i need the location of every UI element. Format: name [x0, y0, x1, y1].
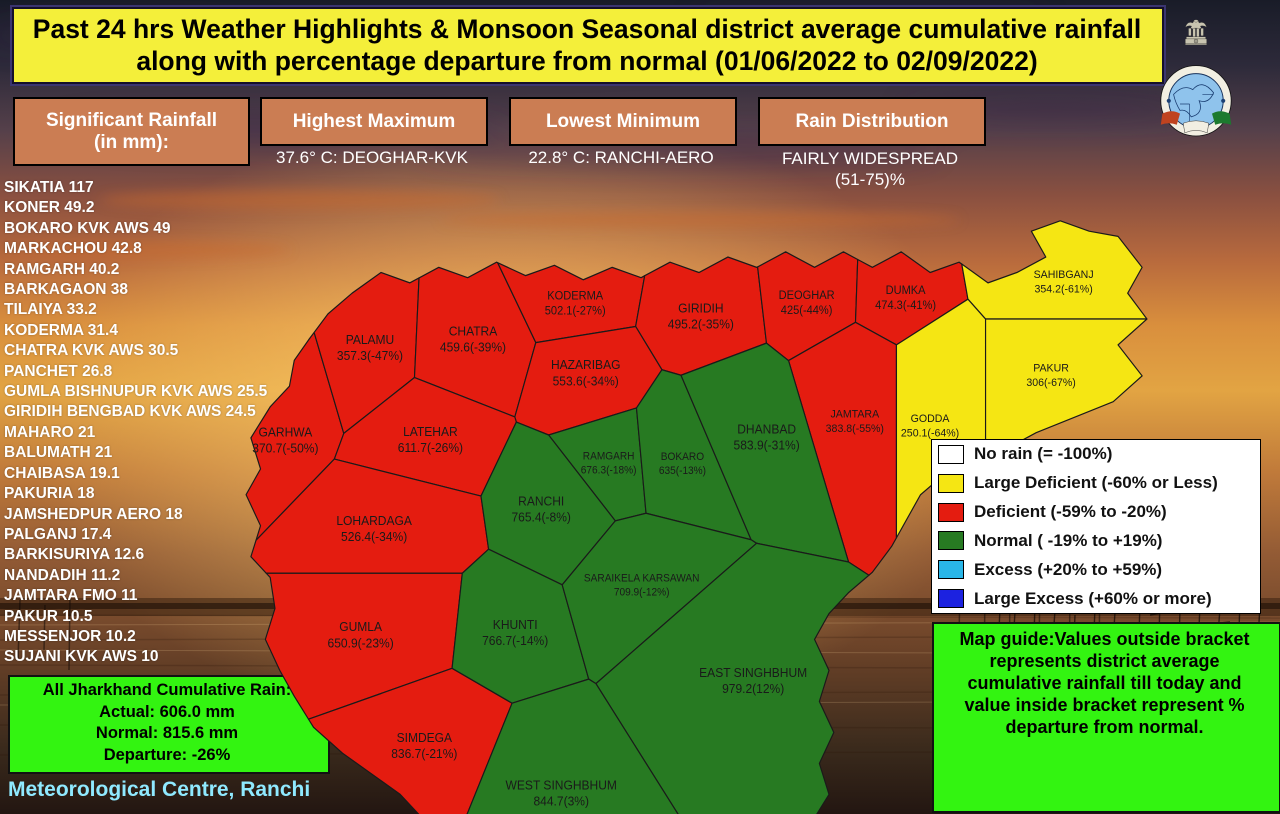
svg-text:306(-67%): 306(-67%): [1026, 377, 1075, 389]
svg-text:766.7(-14%): 766.7(-14%): [482, 634, 548, 648]
svg-text:676.3(-18%): 676.3(-18%): [581, 465, 637, 476]
svg-text:LATEHAR: LATEHAR: [403, 425, 458, 439]
svg-text:RANCHI: RANCHI: [518, 494, 564, 508]
svg-text:979.2(12%): 979.2(12%): [722, 682, 784, 696]
svg-text:DHANBAD: DHANBAD: [737, 422, 796, 436]
svg-text:635(-13%): 635(-13%): [659, 466, 706, 477]
svg-text:370.7(-50%): 370.7(-50%): [252, 441, 318, 455]
svg-text:HAZARIBAG: HAZARIBAG: [551, 358, 620, 372]
svg-text:JAMTARA: JAMTARA: [830, 408, 879, 420]
svg-text:383.8(-55%): 383.8(-55%): [826, 423, 884, 435]
svg-text:EAST SINGHBHUM: EAST SINGHBHUM: [699, 666, 807, 680]
svg-text:DUMKA: DUMKA: [886, 285, 926, 297]
svg-text:DEOGHAR: DEOGHAR: [779, 290, 835, 302]
svg-text:GIRIDIH: GIRIDIH: [678, 301, 723, 315]
svg-text:495.2(-35%): 495.2(-35%): [668, 317, 734, 331]
svg-text:KODERMA: KODERMA: [547, 290, 603, 302]
svg-text:357.3(-47%): 357.3(-47%): [337, 348, 403, 362]
svg-text:BOKARO: BOKARO: [661, 452, 704, 463]
svg-text:553.6(-34%): 553.6(-34%): [553, 374, 619, 388]
svg-text:SAHIBGANJ: SAHIBGANJ: [1034, 269, 1094, 281]
svg-text:765.4(-8%): 765.4(-8%): [511, 510, 570, 524]
svg-text:650.9(-23%): 650.9(-23%): [328, 636, 394, 650]
svg-text:354.2(-61%): 354.2(-61%): [1034, 283, 1092, 295]
svg-text:KHUNTI: KHUNTI: [493, 618, 538, 632]
svg-text:GUMLA: GUMLA: [339, 620, 382, 634]
svg-text:PALAMU: PALAMU: [346, 332, 395, 346]
svg-text:SIMDEGA: SIMDEGA: [397, 731, 453, 745]
svg-text:LOHARDAGA: LOHARDAGA: [336, 513, 412, 527]
svg-text:GODDA: GODDA: [911, 413, 950, 425]
svg-text:PAKUR: PAKUR: [1033, 362, 1069, 374]
svg-text:SARAIKELA KARSAWAN: SARAIKELA KARSAWAN: [584, 573, 700, 584]
svg-text:611.7(-26%): 611.7(-26%): [398, 441, 463, 455]
svg-text:425(-44%): 425(-44%): [781, 305, 833, 317]
svg-text:709.9(-12%): 709.9(-12%): [614, 587, 670, 598]
svg-text:250.1(-64%): 250.1(-64%): [901, 427, 959, 439]
svg-text:459.6(-39%): 459.6(-39%): [440, 340, 506, 354]
svg-text:583.9(-31%): 583.9(-31%): [734, 438, 800, 452]
svg-text:844.7(3%): 844.7(3%): [534, 794, 589, 808]
svg-text:502.1(-27%): 502.1(-27%): [545, 305, 606, 317]
svg-text:836.7(-21%): 836.7(-21%): [391, 747, 457, 761]
svg-text:526.4(-34%): 526.4(-34%): [341, 529, 407, 543]
svg-text:CHATRA: CHATRA: [449, 324, 498, 338]
svg-text:GARHWA: GARHWA: [259, 425, 313, 439]
svg-text:RAMGARH: RAMGARH: [583, 451, 635, 462]
svg-text:WEST SINGHBHUM: WEST SINGHBHUM: [506, 778, 617, 792]
svg-text:474.3(-41%): 474.3(-41%): [875, 300, 936, 312]
